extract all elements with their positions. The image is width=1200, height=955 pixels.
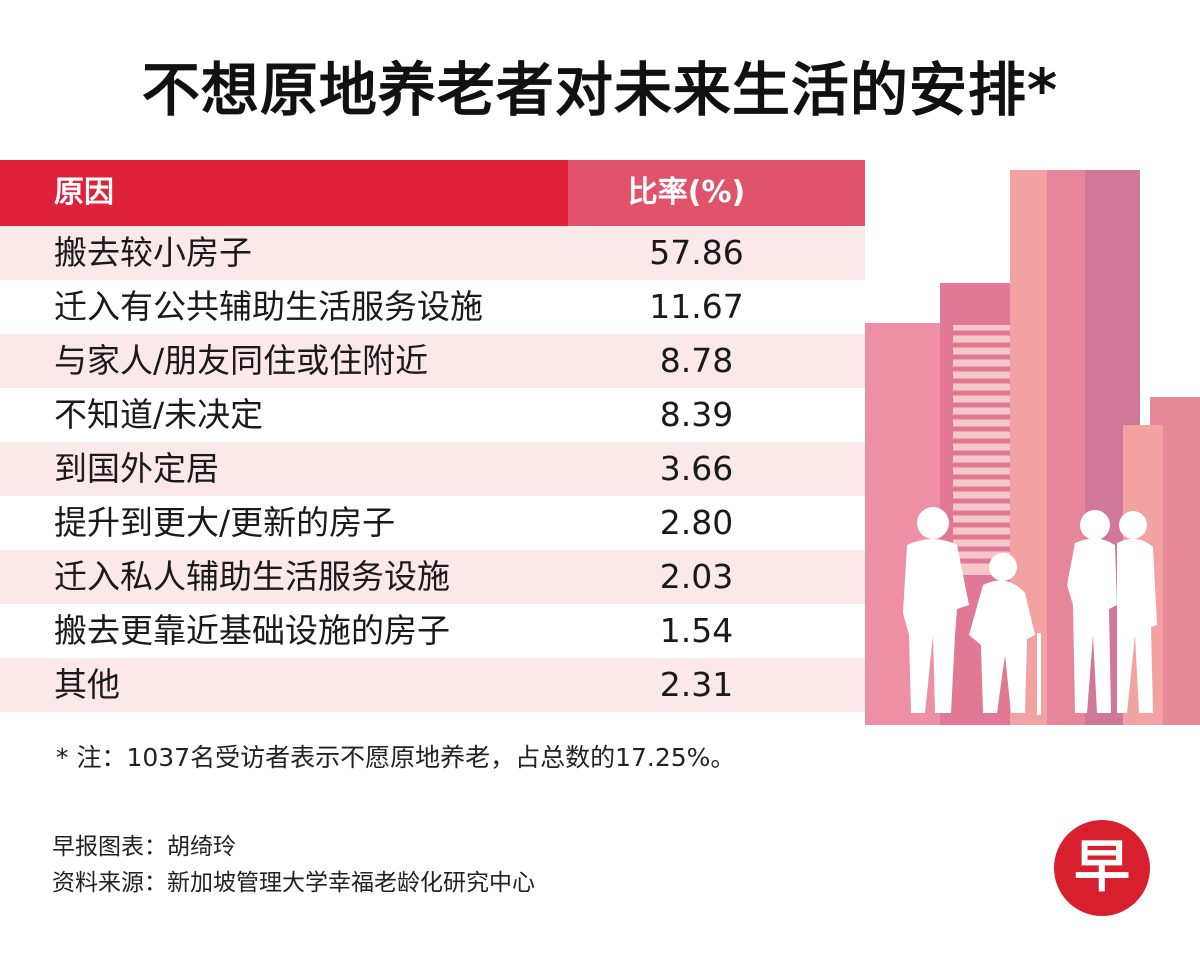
table-row: 到国外定居 3.66 — [0, 442, 865, 496]
graphic-credit: 早报图表：胡绮玲 — [52, 834, 236, 860]
row-rate: 8.78 — [659, 341, 734, 380]
row-reason: 与家人/朋友同住或住附近 — [54, 341, 429, 380]
row-reason: 其他 — [54, 665, 120, 704]
table-body: 搬去较小房子 57.86 迁入有公共辅助生活服务设施 11.67 与家人/朋友同住或住附… — [0, 226, 865, 712]
table-row: 搬去较小房子 57.86 — [0, 226, 865, 280]
table-row: 其他 2.31 — [0, 658, 865, 712]
zaobao-logo: 早 — [1054, 820, 1150, 916]
row-rate: 1.54 — [659, 611, 734, 650]
table-row: 不知道/未决定 8.39 — [0, 388, 865, 442]
row-reason: 搬去更靠近基础设施的房子 — [54, 611, 450, 650]
header-reason: 原因 — [0, 160, 568, 226]
row-reason: 迁入私人辅助生活服务设施 — [54, 557, 450, 596]
row-rate: 11.67 — [649, 287, 744, 326]
logo-char: 早 — [1074, 835, 1130, 900]
table-row: 搬去更靠近基础设施的房子 1.54 — [0, 604, 865, 658]
row-rate: 2.80 — [659, 503, 734, 542]
row-rate: 3.66 — [659, 449, 734, 488]
row-reason: 迁入有公共辅助生活服务设施 — [54, 287, 483, 326]
chart-title: 不想原地养老者对未来生活的安排* — [141, 56, 1059, 124]
header-rate: 比率(%) — [568, 160, 865, 226]
table-header: 原因 比率(%) — [0, 160, 865, 226]
source-credit: 资料来源：新加坡管理大学幸福老龄化研究中心 — [52, 870, 535, 896]
table-row: 与家人/朋友同住或住附近 8.78 — [0, 334, 865, 388]
table-row: 迁入私人辅助生活服务设施 2.03 — [0, 550, 865, 604]
row-rate: 57.86 — [649, 233, 744, 272]
data-table: 原因 比率(%) 搬去较小房子 57.86 迁入有公共辅助生活服务设施 11.67 与家… — [0, 160, 865, 712]
footnote: * 注：1037名受访者表示不愿原地养老，占总数的17.25%。 — [56, 743, 736, 772]
row-rate: 2.31 — [659, 665, 734, 704]
row-rate: 8.39 — [659, 395, 734, 434]
row-reason: 不知道/未决定 — [54, 395, 264, 434]
row-rate: 2.03 — [659, 557, 734, 596]
row-reason: 提升到更大/更新的房子 — [54, 503, 396, 542]
elderly-silhouettes — [903, 507, 1157, 715]
row-reason: 到国外定居 — [54, 449, 219, 488]
skyline-illustration — [865, 170, 1200, 725]
table-row: 迁入有公共辅助生活服务设施 11.67 — [0, 280, 865, 334]
row-reason: 搬去较小房子 — [54, 233, 252, 272]
table-row: 提升到更大/更新的房子 2.80 — [0, 496, 865, 550]
